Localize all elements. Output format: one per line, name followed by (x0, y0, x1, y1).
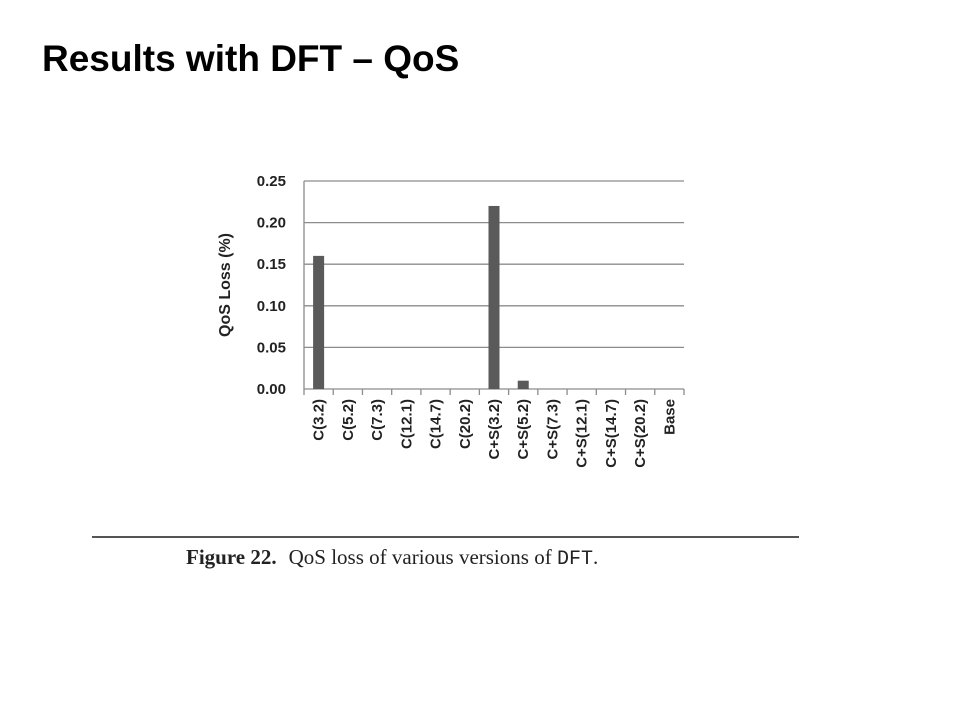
x-tick-label: C+S(7.3) (544, 399, 561, 459)
axis-layer: 0.00 0.05 0.10 0.15 0.20 0.25 C(3.2) C(5.2) C(7.… (257, 173, 685, 468)
x-tick-label: C+S(12.1) (574, 399, 591, 468)
x-tick-label: C+S(20.2) (632, 399, 649, 468)
figure-label: Figure 22. (186, 545, 277, 569)
caption-divider (92, 536, 799, 538)
y-axis-title: QoS Loss (%) (217, 233, 234, 337)
x-tick-label: C+S(14.7) (603, 399, 620, 468)
x-tick-label: C(20.2) (457, 399, 474, 449)
x-tick-label: Base (661, 399, 678, 435)
qos-loss-chart-svg: 0.00 0.05 0.10 0.15 0.20 0.25 C(3.2) C(5.2) C(7.… (217, 173, 685, 468)
y-tick-label: 0.05 (257, 339, 286, 356)
y-tick-label: 0.25 (257, 173, 286, 190)
x-tick-label: C(14.7) (428, 399, 445, 449)
y-tick-label: 0.10 (257, 298, 286, 315)
caption-text: QoS loss of various versions of (288, 545, 552, 569)
bar-c-3-2 (313, 255, 325, 389)
y-tick-label: 0.20 (257, 215, 286, 232)
qos-loss-chart: 0.00 0.05 0.10 0.15 0.20 0.25 C(3.2) C(5.2) C(7.… (195, 160, 695, 525)
bar-c-s-5-2 (517, 380, 529, 389)
bar-c-s-3-2 (488, 205, 500, 389)
y-tick-label: 0.00 (257, 381, 286, 398)
x-tick-label: C(3.2) (311, 399, 328, 441)
x-tick-label: C(5.2) (340, 399, 357, 441)
x-tick-label: C(12.1) (398, 399, 415, 449)
x-tick-label: C(7.3) (369, 399, 386, 441)
slide-title: Results with DFT – QoS (42, 38, 460, 79)
y-tick-label: 0.15 (257, 256, 286, 273)
figure-caption: Figure 22. QoS loss of various versions o… (186, 545, 598, 571)
x-tick-label: C+S(5.2) (515, 399, 532, 459)
bar-layer (313, 205, 529, 389)
x-tick-label: C+S(3.2) (486, 399, 503, 459)
caption-end: . (592, 545, 599, 569)
caption-code: DFT (556, 548, 593, 571)
